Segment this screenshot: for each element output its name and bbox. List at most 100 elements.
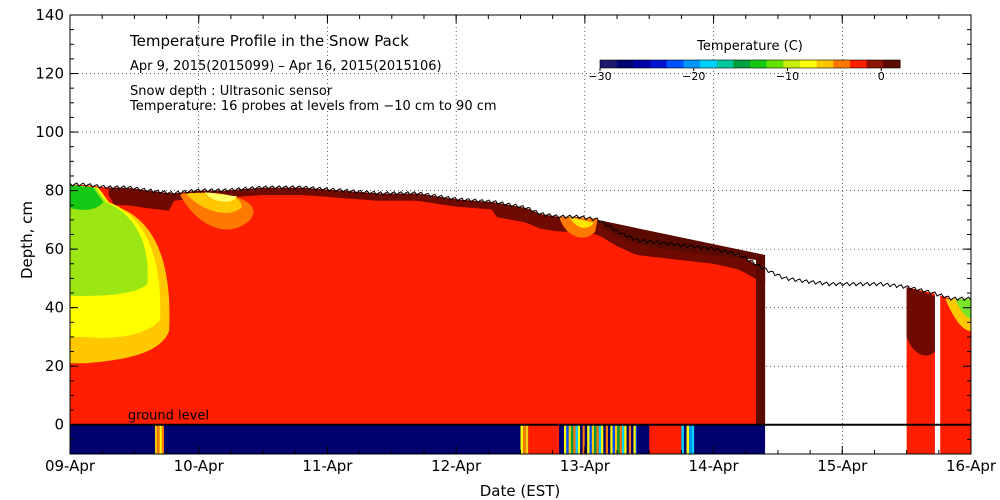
- ground-stripe: [631, 424, 634, 454]
- ground-stripe: [561, 424, 565, 454]
- colorbar: −30 −20 −10 0: [588, 59, 901, 83]
- surface-crust: [108, 187, 766, 285]
- y-axis: 0 20 40 60 80 100 120 140: [35, 6, 971, 455]
- colorbar-swatch: [700, 60, 718, 68]
- dark-edge-14apr: [756, 254, 766, 425]
- colorbar-tick-label: −20: [682, 70, 705, 83]
- ground-stripe: [582, 424, 585, 454]
- x-tick-label: 12-Apr: [431, 457, 482, 475]
- note-snow-depth: Snow depth : Ultrasonic sensor: [130, 84, 333, 99]
- x-axis: 09-Apr 10-Apr 11-Apr 12-Apr 13-Apr 14-Apr 15-A…: [45, 15, 997, 475]
- colorbar-swatch: [600, 60, 618, 68]
- ground-stripe: [580, 424, 583, 454]
- colorbar-tick-label: −10: [776, 70, 799, 83]
- ground-band-right-b: [940, 424, 971, 454]
- dark-region-right: [906, 287, 935, 356]
- colorbar-swatch: [716, 60, 734, 68]
- colorbar-swatch: [883, 60, 901, 68]
- ground-stripe: [566, 424, 569, 454]
- ground-stripe: [570, 424, 574, 454]
- ground-stripe: [161, 424, 164, 454]
- ground-stripe: [601, 424, 604, 454]
- y-tick-label: 120: [35, 65, 64, 83]
- ground-stripe: [612, 424, 615, 454]
- ground-stripe: [621, 424, 625, 454]
- ground-stripe: [157, 424, 160, 454]
- y-tick-label: 20: [45, 357, 64, 375]
- y-tick-label: 80: [45, 182, 64, 200]
- blob-13apr-yellow: [569, 216, 594, 228]
- ground-stripe: [568, 424, 571, 454]
- ground-stripe: [686, 424, 690, 454]
- x-tick-label: 16-Apr: [946, 457, 997, 475]
- colorbar-swatch: [816, 60, 834, 68]
- colorbar-swatch: [850, 60, 868, 68]
- colorbar-swatch: [866, 60, 884, 68]
- colorbar-frame: [599, 59, 901, 69]
- ground-stripe: [573, 424, 576, 454]
- ground-band-right-a: [906, 424, 935, 454]
- ground-stripe: [520, 424, 524, 454]
- ground-stripe: [626, 424, 629, 454]
- colorbar-swatch: [800, 60, 818, 68]
- warm-blob-light: [205, 192, 238, 202]
- ground-stripe: [608, 424, 611, 454]
- ground-stripe: [610, 424, 613, 454]
- ground-stripe: [628, 424, 632, 454]
- x-tick-label: 13-Apr: [560, 457, 611, 475]
- colorbar-swatch: [733, 60, 751, 68]
- ground-stripe: [624, 424, 627, 454]
- colorbar-swatch: [766, 60, 784, 68]
- y-tick-label: 140: [35, 6, 64, 24]
- ground-stripe: [689, 424, 692, 454]
- ground-stripe: [584, 424, 588, 454]
- ground-stripe: [154, 424, 158, 454]
- ground-stripe: [691, 424, 695, 454]
- x-axis-label: Date (EST): [480, 482, 561, 500]
- ground-level-label: ground level: [128, 409, 209, 424]
- ground-stripe: [587, 424, 590, 454]
- colorbar-title: Temperature (C): [696, 39, 803, 54]
- ground-stripe: [525, 424, 529, 454]
- ground-stripe: [633, 424, 636, 454]
- cold-layer-inner: [70, 184, 148, 296]
- colorbar-swatch: [683, 60, 701, 68]
- ground-stripe: [603, 424, 606, 454]
- snow-depth-line: [69, 182, 972, 302]
- y-tick-label: 0: [54, 416, 64, 434]
- cold-layer-core: [70, 184, 104, 210]
- colorbar-swatch: [750, 60, 768, 68]
- y-tick-label: 40: [45, 299, 64, 317]
- colorbar-swatch: [783, 60, 801, 68]
- ground-stripe: [598, 424, 602, 454]
- ground-stripe: [614, 424, 618, 454]
- ground-stripe: [589, 424, 592, 454]
- ground-stripe: [594, 424, 597, 454]
- ground-stripe: [683, 424, 687, 454]
- colorbar-swatch: [833, 60, 851, 68]
- heatmap: [70, 184, 971, 454]
- ground-stripe: [596, 424, 599, 454]
- snowpack-region: [70, 184, 766, 425]
- y-tick-label: 60: [45, 240, 64, 258]
- x-tick-label: 15-Apr: [817, 457, 868, 475]
- x-tick-label: 14-Apr: [689, 457, 740, 475]
- x-tick-label: 11-Apr: [302, 457, 353, 475]
- colorbar-swatch: [633, 60, 651, 68]
- ground-stripe: [617, 424, 620, 454]
- colorbar-tick-label: 0: [878, 70, 885, 83]
- ground-stripe: [681, 424, 684, 454]
- colorbar-swatch: [616, 60, 634, 68]
- ground-stripe: [591, 424, 595, 454]
- ground-stripe: [575, 424, 578, 454]
- colorbar-tick-label: −30: [588, 70, 611, 83]
- ground-stripe: [523, 424, 526, 454]
- x-tick-label: 10-Apr: [174, 457, 225, 475]
- ground-stripe: [564, 424, 567, 454]
- ground-warm-section: [528, 424, 560, 454]
- y-tick-label: 100: [35, 123, 64, 141]
- ground-stripe: [159, 424, 162, 454]
- colorbar-swatch: [650, 60, 668, 68]
- green-region-right: [955, 298, 971, 320]
